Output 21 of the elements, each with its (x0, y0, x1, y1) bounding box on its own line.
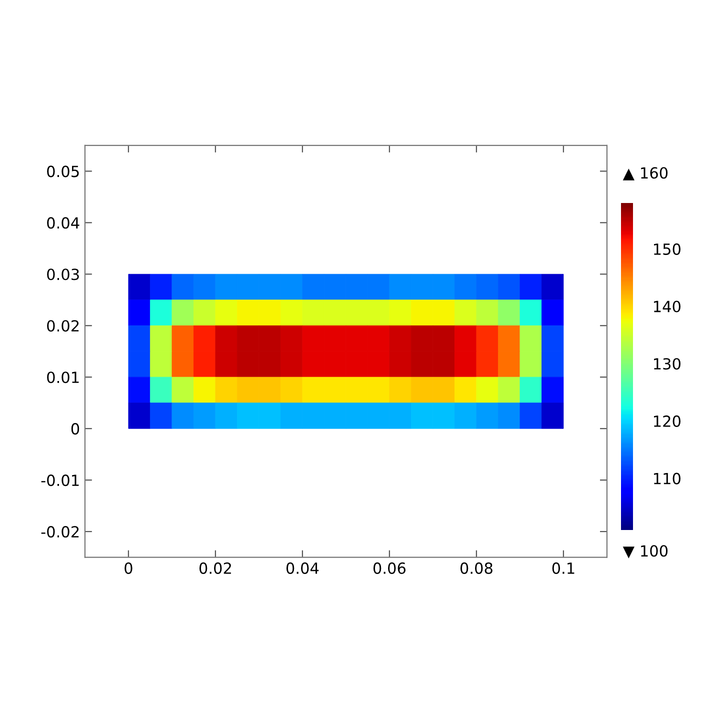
y-tick-label: 0 (71, 423, 80, 435)
x-tick-label: 0.06 (373, 562, 406, 574)
y-tick-label: 0.05 (47, 166, 79, 178)
x-tick-label: 0 (124, 562, 132, 574)
color-bar-label: 110 (654, 472, 680, 484)
y-tick-label: 0.02 (47, 320, 79, 332)
x-tick-label: 0.08 (460, 562, 492, 574)
y-tick-label: 0.01 (47, 372, 79, 384)
color-bar-label: 130 (654, 358, 680, 370)
x-tick-label: 0.1 (552, 562, 574, 574)
y-tick-label: 0.04 (47, 217, 80, 229)
text: ▲ 160 (622, 167, 668, 180)
color-bar-label: 140 (654, 300, 680, 312)
y-tick-label: -0.02 (41, 526, 79, 538)
color-bar-label: 150 (654, 243, 680, 255)
text: ▼ 100 (622, 545, 668, 558)
x-tick-label: 0.02 (199, 562, 231, 574)
color-bar-label: 120 (654, 415, 680, 427)
y-tick-label: -0.01 (41, 474, 79, 486)
x-tick-label: 0.04 (286, 562, 319, 574)
y-tick-label: 0.03 (47, 268, 79, 280)
